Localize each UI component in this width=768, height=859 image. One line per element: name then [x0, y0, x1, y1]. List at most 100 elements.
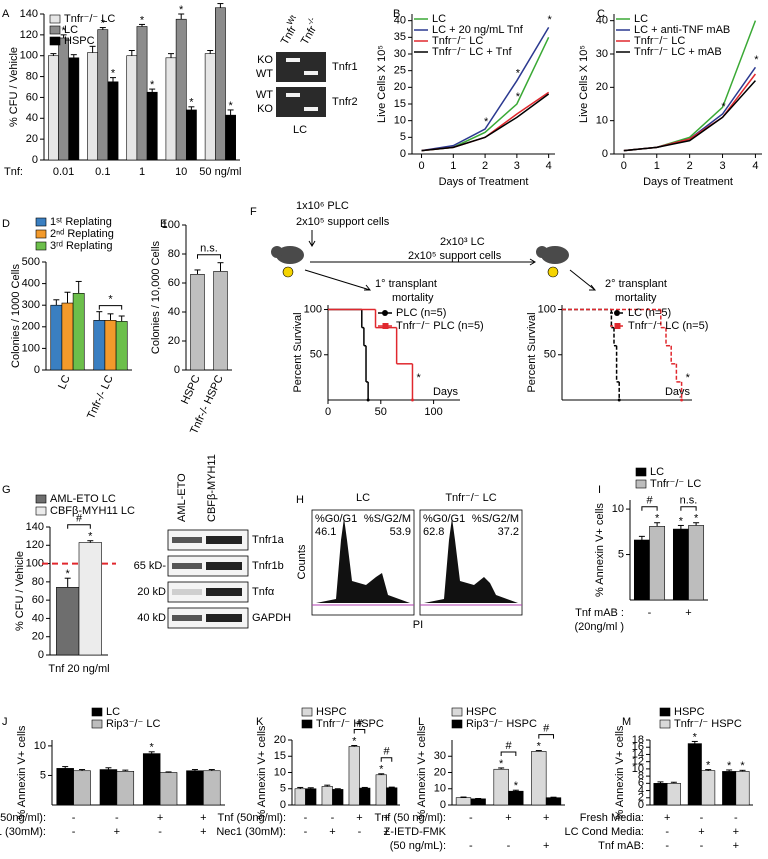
y-tick-label: 30: [596, 48, 608, 60]
histogram-frame: [311, 509, 415, 616]
bar: [294, 788, 306, 806]
y-tick-label: 0: [174, 364, 180, 376]
condition-value: -: [469, 812, 473, 824]
dna-histogram: [316, 518, 410, 603]
lane-gene: Tnfr: [299, 24, 319, 47]
mouse-head: [536, 246, 548, 258]
significance-star: *: [516, 68, 521, 80]
bar: [97, 29, 109, 161]
x-tick-label: 4: [752, 160, 758, 172]
y-tick-label: 100: [304, 303, 322, 315]
panel-letter: B: [393, 8, 400, 20]
condition-value: -: [648, 607, 652, 619]
bar: [688, 525, 705, 601]
error-bar: [227, 109, 234, 116]
error-bar: [670, 781, 677, 784]
panel-letter: M: [622, 716, 631, 728]
y-tick-label: 100: [162, 219, 180, 231]
error-bar: [498, 767, 505, 770]
bar: [672, 528, 689, 601]
y-tick-label: 140: [26, 521, 44, 533]
significance-bracket: [380, 757, 393, 762]
error-bar: [105, 767, 112, 770]
significance-star: *: [754, 54, 759, 66]
survival-end: [410, 398, 414, 402]
mortality-label: mortality: [392, 292, 434, 304]
protein-label: Tnfr1b: [252, 560, 284, 572]
legend-label: PLC (n=5): [396, 307, 446, 319]
cell-dose: 2x10⁵ support cells: [296, 216, 390, 228]
condition-value: -: [665, 826, 669, 838]
error-bar: [99, 27, 106, 30]
y-tick-label: 0: [638, 799, 644, 811]
y-tick-label: 10: [434, 783, 446, 795]
legend-swatch: [49, 36, 61, 46]
bar: [470, 798, 486, 806]
condition-label: Tnf (50ng/ml):: [0, 812, 46, 824]
condition-label: Z-IETD-FMK: [384, 826, 447, 838]
error-bar: [109, 77, 116, 82]
annotation: n.s.: [680, 495, 698, 507]
gel-band: [304, 71, 318, 75]
blot-band: [206, 536, 242, 544]
error-bar: [361, 786, 368, 789]
blot-band: [206, 588, 242, 596]
condition-value: +: [329, 826, 335, 838]
gel-lane-box: [276, 52, 326, 82]
condition-value: +: [383, 812, 389, 824]
blot-band: [172, 589, 202, 595]
significance-star: *: [484, 116, 489, 128]
bar: [531, 751, 547, 806]
error-bar: [62, 766, 69, 769]
y-tick-label: 40: [168, 306, 180, 318]
x-tick-label: 50 ng/ml: [199, 166, 241, 178]
error-bar: [388, 786, 395, 788]
legend-swatch: [301, 719, 313, 729]
significance-star: *: [61, 25, 66, 37]
blot-label: LC: [293, 124, 307, 136]
panel-letter: H: [296, 494, 304, 506]
bar: [116, 771, 135, 806]
panel-letter: D: [2, 218, 10, 230]
condition-value: +: [383, 826, 389, 838]
y-tick-label: 40: [596, 15, 608, 27]
significance-star: *: [516, 91, 521, 103]
condition-value: -: [734, 812, 738, 824]
mouse-head: [271, 246, 283, 258]
radiation-icon: [547, 266, 559, 278]
gate-value: 53.9: [390, 526, 411, 538]
legend-marker: [614, 323, 621, 329]
band-label: KO: [257, 54, 273, 66]
cell-dose: 1x10⁶ PLC: [296, 200, 349, 212]
significance-star: *: [537, 740, 542, 752]
y-tick-label: 120: [20, 29, 38, 41]
error-bar: [351, 745, 358, 747]
bar: [375, 774, 387, 806]
bar: [61, 302, 74, 371]
gene-label: Tnfr1: [332, 61, 358, 73]
annotation: #: [76, 513, 83, 525]
legend-swatch: [659, 719, 671, 729]
y-tick-label: 80: [168, 248, 180, 260]
blot-band: [172, 563, 202, 569]
error-bar: [208, 769, 215, 771]
error-bar: [693, 522, 700, 526]
legend-swatch: [91, 707, 103, 717]
y-tick-label: 500: [22, 256, 40, 268]
bar: [126, 55, 138, 161]
significance-star: *: [548, 14, 553, 26]
y-axis-title: Percent Survival: [292, 312, 304, 392]
y-tick-label: 25: [394, 65, 406, 77]
error-bar: [307, 787, 314, 789]
legend-marker: [382, 310, 388, 316]
annotation: #: [505, 740, 512, 752]
legend-swatch: [35, 506, 47, 516]
y-tick-label: 0: [440, 799, 446, 811]
error-bar: [188, 106, 195, 110]
error-bar: [638, 535, 645, 540]
lane-genotype: -/-: [305, 15, 317, 26]
bar: [175, 18, 187, 161]
plot-title: LC: [356, 492, 370, 504]
annotation: *: [416, 372, 421, 384]
y-axis-title: % Annexin V+ cells: [416, 725, 428, 819]
